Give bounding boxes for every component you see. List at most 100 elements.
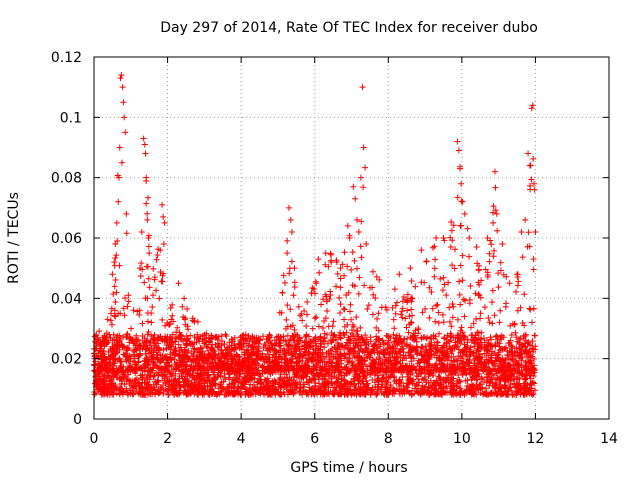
- data-point: [138, 384, 145, 391]
- data-point: [163, 364, 170, 371]
- data-point: [383, 306, 390, 313]
- data-point: [466, 253, 473, 260]
- data-point: [436, 382, 443, 389]
- data-point: [316, 269, 323, 276]
- data-point: [116, 374, 123, 381]
- data-point: [171, 356, 178, 363]
- data-point: [303, 388, 310, 395]
- data-point: [404, 384, 411, 391]
- data-point: [526, 372, 533, 379]
- data-point: [96, 328, 103, 335]
- data-point: [137, 273, 144, 280]
- data-point: [143, 345, 150, 352]
- data-point: [136, 341, 143, 348]
- data-point: [441, 281, 448, 288]
- data-point: [450, 386, 457, 393]
- data-point: [117, 358, 124, 365]
- data-point: [428, 341, 435, 348]
- data-point: [398, 311, 405, 318]
- data-point: [492, 376, 499, 383]
- data-point: [364, 369, 371, 376]
- data-point: [104, 391, 111, 398]
- data-point: [104, 316, 111, 323]
- data-point: [250, 381, 257, 388]
- data-point: [382, 384, 389, 391]
- data-point: [355, 290, 362, 297]
- x-tick-label: 8: [384, 431, 393, 447]
- data-point: [362, 332, 369, 339]
- data-point: [296, 357, 303, 364]
- data-point: [352, 383, 359, 390]
- data-point: [489, 299, 496, 306]
- data-point: [312, 382, 319, 389]
- data-point: [252, 386, 259, 393]
- data-point: [409, 312, 416, 319]
- data-point: [392, 310, 399, 317]
- data-point: [124, 344, 131, 351]
- data-point: [288, 377, 295, 384]
- data-point: [517, 335, 524, 342]
- data-point: [338, 380, 345, 387]
- data-point: [187, 332, 194, 339]
- data-point: [453, 383, 460, 390]
- data-point: [195, 391, 202, 398]
- data-point: [514, 375, 521, 382]
- data-point: [330, 337, 337, 344]
- data-point: [406, 313, 413, 320]
- data-point: [318, 341, 325, 348]
- data-point: [133, 337, 140, 344]
- data-point: [445, 279, 452, 286]
- data-point: [141, 358, 148, 365]
- data-point: [337, 335, 344, 342]
- data-point: [378, 378, 385, 385]
- data-point: [323, 384, 330, 391]
- data-point: [111, 312, 118, 319]
- data-point: [443, 339, 450, 346]
- data-point: [267, 391, 274, 398]
- data-point: [217, 384, 224, 391]
- data-point: [355, 339, 362, 346]
- data-point: [231, 334, 238, 341]
- data-point: [369, 268, 376, 275]
- data-point: [413, 343, 420, 350]
- data-point: [334, 345, 341, 352]
- data-point: [520, 382, 527, 389]
- data-point: [450, 222, 457, 229]
- data-point: [224, 355, 231, 362]
- data-point: [378, 389, 385, 396]
- data-point: [110, 356, 117, 363]
- data-point: [328, 251, 335, 258]
- data-point: [203, 330, 210, 337]
- data-point: [235, 384, 242, 391]
- data-point: [431, 265, 438, 272]
- data-point: [103, 390, 110, 397]
- data-point: [278, 362, 285, 369]
- data-point: [426, 314, 433, 321]
- data-point: [220, 378, 227, 385]
- data-point: [408, 306, 415, 313]
- data-point: [297, 388, 304, 395]
- data-point: [369, 356, 376, 363]
- data-point: [99, 371, 106, 378]
- data-point: [476, 381, 483, 388]
- data-point: [334, 340, 341, 347]
- data-point: [347, 301, 354, 308]
- data-point: [473, 373, 480, 380]
- data-point: [211, 375, 218, 382]
- data-point: [326, 296, 333, 303]
- data-point: [380, 351, 387, 358]
- data-point: [460, 296, 467, 303]
- data-point: [127, 390, 134, 397]
- data-point: [114, 237, 121, 244]
- data-point: [532, 343, 539, 350]
- data-point: [248, 375, 255, 382]
- data-point: [440, 379, 447, 386]
- data-point: [485, 315, 492, 322]
- data-point: [128, 337, 135, 344]
- data-point: [299, 358, 306, 365]
- data-point: [276, 343, 283, 350]
- data-point: [379, 371, 386, 378]
- y-tick-label: 0.06: [51, 231, 82, 247]
- data-point: [473, 316, 480, 323]
- data-point: [414, 388, 421, 395]
